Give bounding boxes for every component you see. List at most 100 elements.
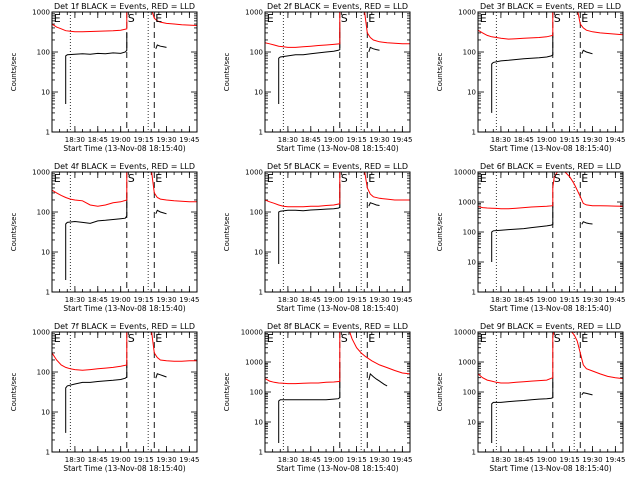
chart-panel-7: Det 7f BLACK = Events, RED = LLD 1 10 100 10… <box>10 322 199 473</box>
plot-frame <box>51 11 198 133</box>
lld-series-line <box>478 172 559 210</box>
marker-label-e: E <box>480 332 487 345</box>
x-tick-label: 19:30 <box>582 296 602 304</box>
events-series-line <box>581 392 593 396</box>
events-series-line <box>155 373 167 379</box>
plot-frame <box>477 171 624 293</box>
marker-label-s: S <box>341 172 348 185</box>
events-series-line <box>491 202 554 262</box>
events-series-line <box>155 44 167 49</box>
x-tick-label: 19:15 <box>133 296 153 304</box>
marker-label-s: S <box>554 172 561 185</box>
events-series-line <box>65 360 128 433</box>
marker-label-e: E <box>155 332 162 345</box>
plot-frame <box>264 331 411 453</box>
y-tick-label: 1 <box>472 289 476 297</box>
y-tick-label: 10 <box>41 409 50 417</box>
y-tick-label: 100 <box>250 209 263 217</box>
x-tick-label: 19:15 <box>133 456 153 464</box>
y-tick-label: 10000 <box>454 169 476 177</box>
lld-series-line <box>364 12 410 45</box>
x-tick-label: 19:15 <box>346 296 366 304</box>
marker-label-e: E <box>581 332 588 345</box>
series-group <box>265 172 410 264</box>
x-tick-label: 19:15 <box>559 296 579 304</box>
x-tick-label: 18:30 <box>491 296 511 304</box>
chart-title: Det 9f BLACK = Events, RED = LLD <box>480 322 621 331</box>
y-tick-label: 1000 <box>32 169 50 177</box>
events-series-line <box>491 32 554 113</box>
y-axis-label: Counts/sec <box>223 213 231 252</box>
y-tick-label: 1000 <box>245 359 263 367</box>
marker-label-s: S <box>554 12 561 25</box>
x-tick-label: 18:30 <box>278 136 298 144</box>
marker-label-e: E <box>368 172 375 185</box>
series-group <box>52 12 197 104</box>
events-series-line <box>278 362 341 443</box>
x-axis-label: Start Time (13-Nov-08 18:15:40) <box>63 464 185 473</box>
x-tick-label: 19:30 <box>156 136 176 144</box>
x-tick-label: 19:30 <box>156 456 176 464</box>
y-tick-label: 10000 <box>454 329 476 337</box>
y-tick-label: 100 <box>37 49 50 57</box>
lld-series-line <box>151 12 197 26</box>
lld-series-line <box>478 12 554 40</box>
x-tick-label: 19:30 <box>369 136 389 144</box>
marker-label-e: E <box>267 172 274 185</box>
y-tick-label: 100 <box>37 209 50 217</box>
y-tick-label: 10 <box>467 259 476 267</box>
y-axis-label: Counts/sec <box>10 53 18 92</box>
marker-label-s: S <box>341 12 348 25</box>
plot-frame <box>477 11 624 133</box>
events-series-line <box>368 372 388 387</box>
chart-title: Det 1f BLACK = Events, RED = LLD <box>54 2 195 11</box>
y-tick-label: 10 <box>467 89 476 97</box>
y-tick-label: 1000 <box>458 199 476 207</box>
x-tick-label: 19:15 <box>133 136 153 144</box>
lld-series-line <box>577 12 623 36</box>
x-tick-label: 19:00 <box>537 136 557 144</box>
chart-panel-6: Det 6f BLACK = Events, RED = LLD 1 10 100 10… <box>436 162 625 313</box>
events-series-line <box>278 27 341 104</box>
chart-title: Det 6f BLACK = Events, RED = LLD <box>480 162 621 171</box>
y-tick-label: 1 <box>259 129 263 137</box>
x-tick-label: 19:00 <box>111 296 131 304</box>
x-tick-label: 18:45 <box>301 296 321 304</box>
lld-series-line <box>364 172 410 201</box>
x-tick-label: 19:00 <box>537 296 557 304</box>
marker-label-s: S <box>128 172 135 185</box>
lld-series-line <box>52 12 128 33</box>
y-tick-label: 100 <box>250 389 263 397</box>
series-group <box>478 12 623 113</box>
lld-series-line <box>349 332 410 375</box>
x-tick-label: 18:30 <box>278 456 298 464</box>
chart-title: Det 2f BLACK = Events, RED = LLD <box>267 2 408 11</box>
x-tick-label: 18:30 <box>65 136 85 144</box>
x-tick-label: 19:00 <box>324 456 344 464</box>
y-axis-label: Counts/sec <box>436 53 444 92</box>
x-tick-label: 18:30 <box>278 296 298 304</box>
x-tick-label: 18:45 <box>301 136 321 144</box>
x-tick-label: 19:15 <box>346 456 366 464</box>
lld-series-line <box>265 332 341 385</box>
marker-label-e: E <box>581 172 588 185</box>
y-tick-label: 1 <box>472 129 476 137</box>
series-group <box>52 332 197 433</box>
chart-title: Det 3f BLACK = Events, RED = LLD <box>480 2 621 11</box>
y-tick-label: 1000 <box>32 329 50 337</box>
series-group <box>52 172 197 280</box>
x-tick-label: 19:30 <box>582 136 602 144</box>
x-tick-label: 19:15 <box>559 456 579 464</box>
y-axis-label: Counts/sec <box>436 373 444 412</box>
y-tick-label: 10 <box>41 89 50 97</box>
x-tick-label: 18:45 <box>88 456 108 464</box>
events-series-line <box>278 184 341 264</box>
y-tick-label: 10 <box>254 419 263 427</box>
y-axis-label: Counts/sec <box>436 213 444 252</box>
series-group <box>478 172 623 262</box>
x-tick-label: 19:45 <box>605 456 625 464</box>
lld-series-line <box>52 332 128 371</box>
marker-label-s: S <box>554 332 561 345</box>
events-series-line <box>491 377 554 443</box>
